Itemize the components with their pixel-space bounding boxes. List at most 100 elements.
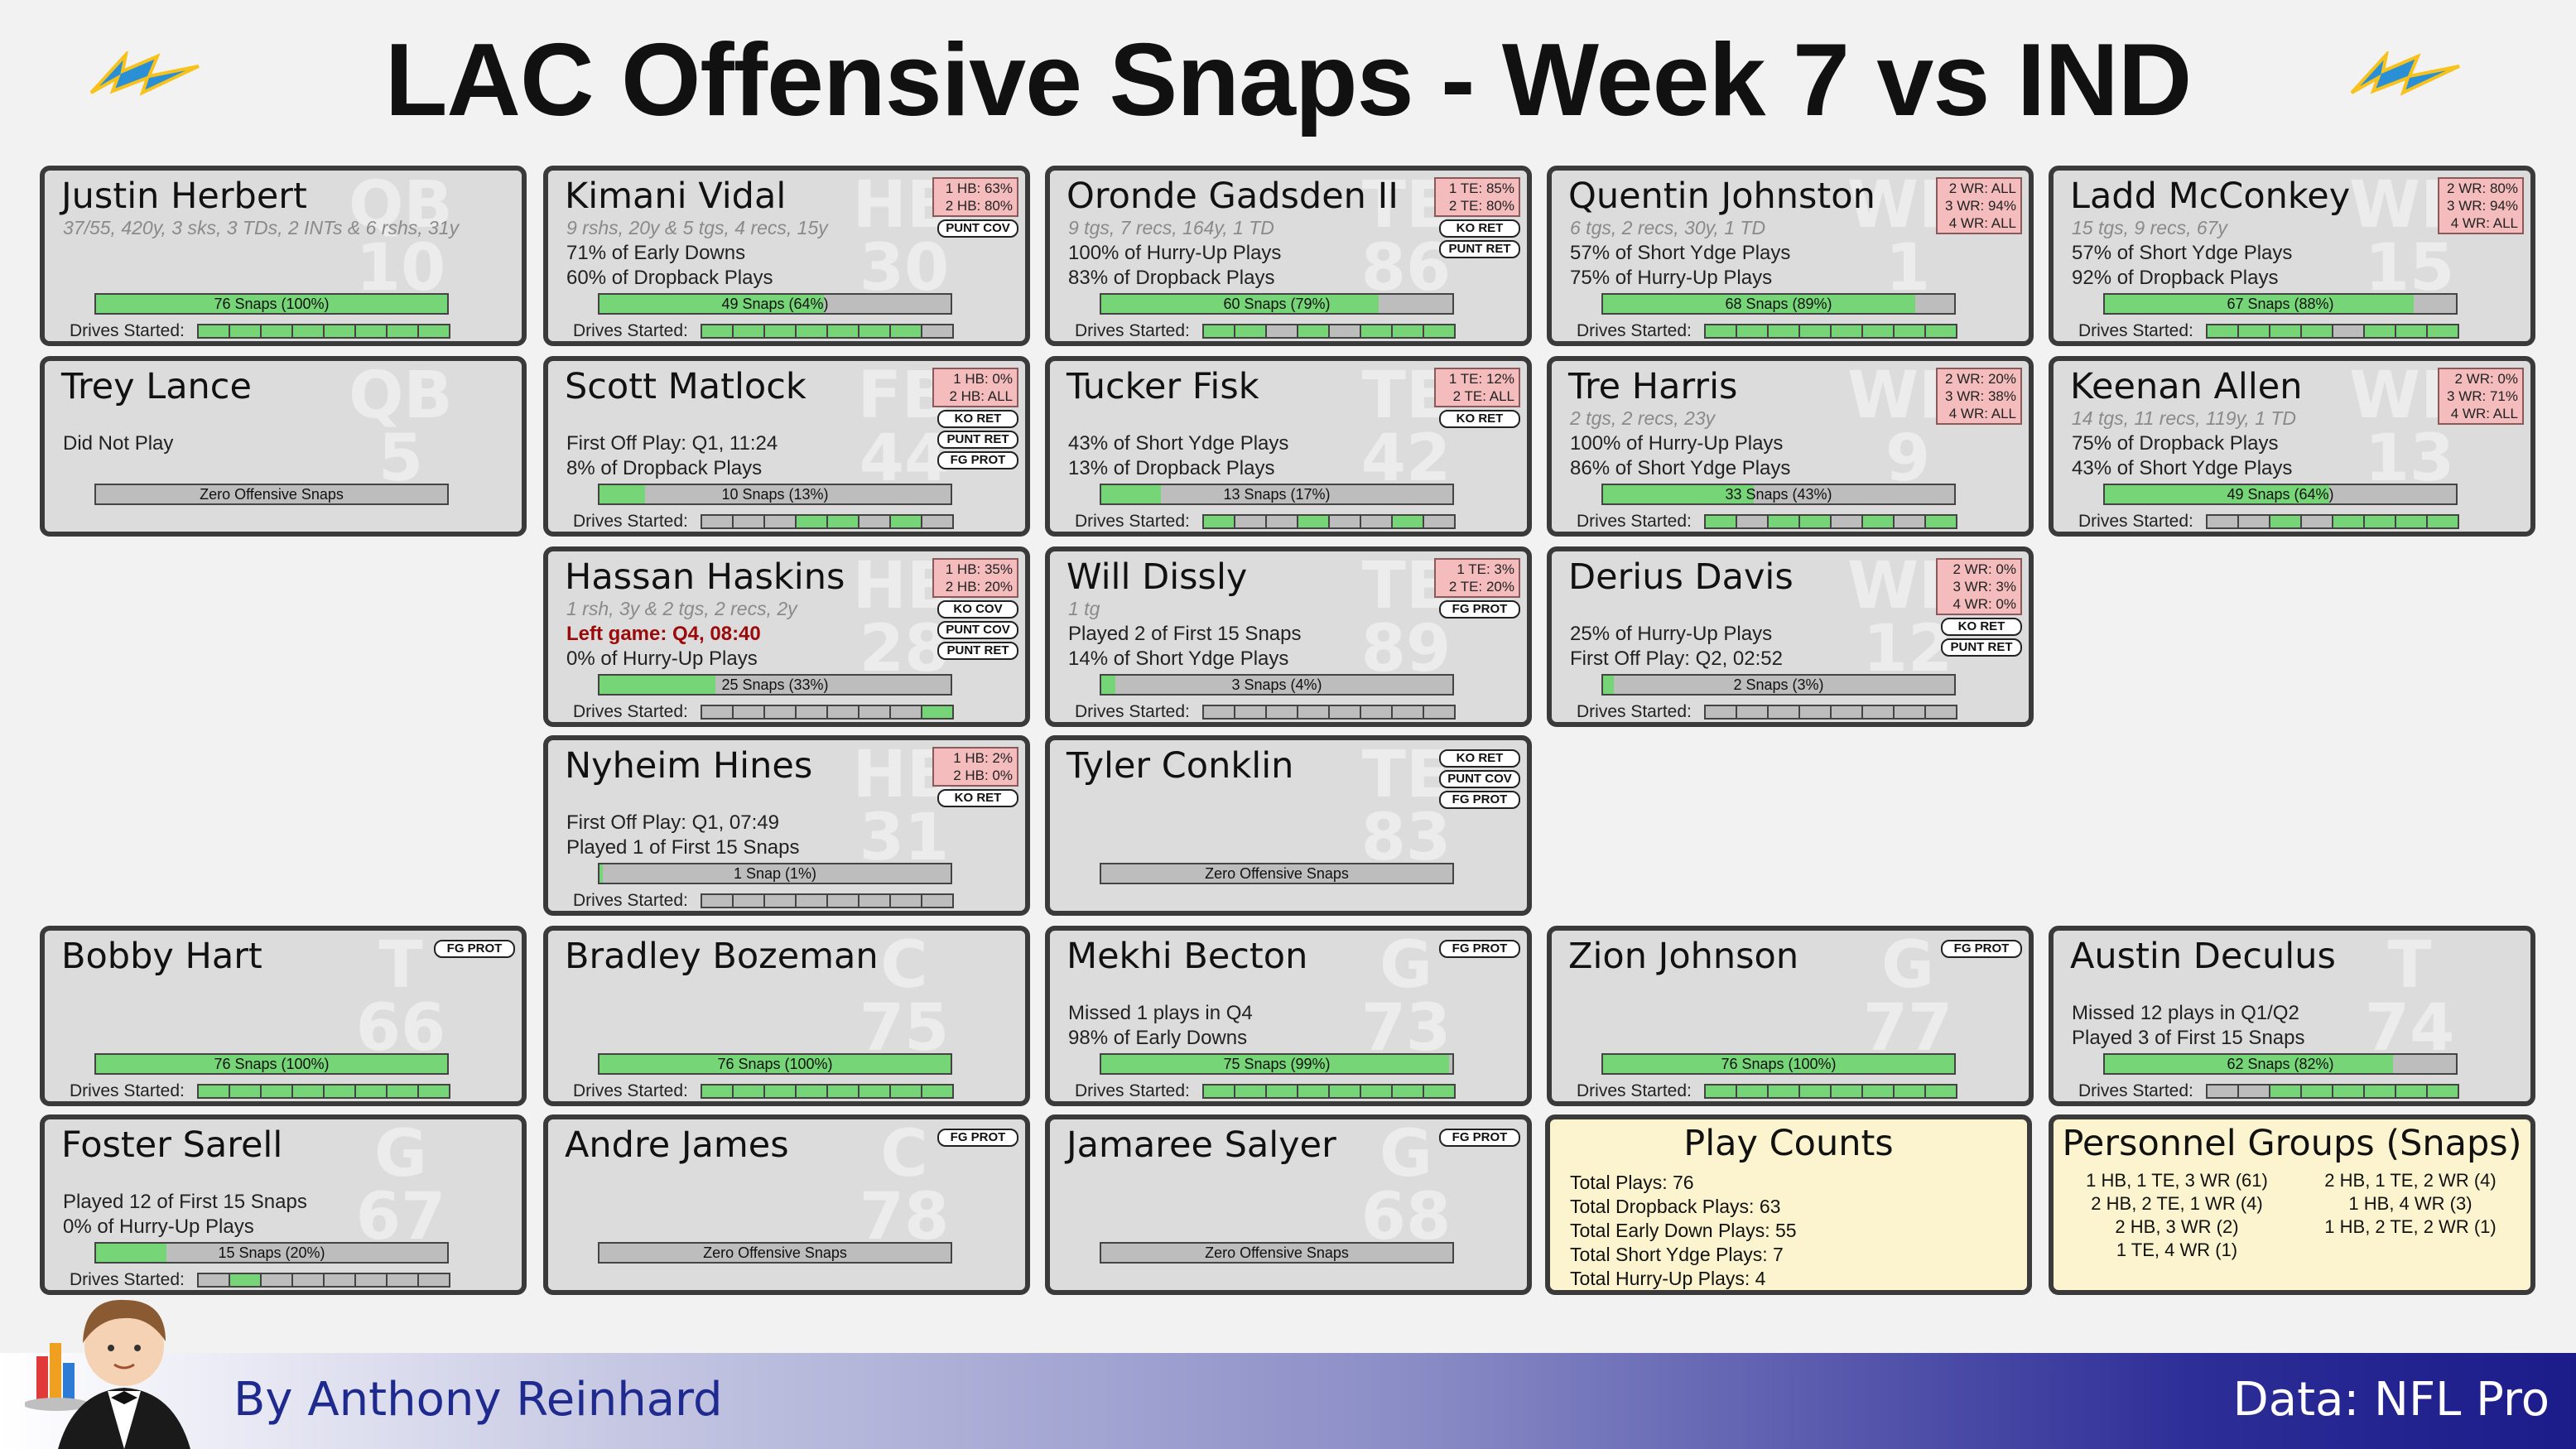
- snap-bar: 3 Snaps (4%): [1100, 674, 1454, 696]
- drive-segment: [828, 706, 859, 718]
- drive-segment: [2239, 516, 2270, 527]
- player-card: WR 13 Keenan Allen 14 tgs, 11 recs, 119y, 1…: [2049, 356, 2535, 537]
- position-share-box: 1 HB: 0% 2 HB: ALL: [932, 368, 1018, 407]
- drive-segment: [262, 1274, 293, 1286]
- snap-label: 2 Snaps (3%): [1733, 676, 1824, 693]
- snap-label: 75 Snaps (99%): [1223, 1056, 1331, 1072]
- drive-segment: [1832, 1086, 1863, 1097]
- special-teams-tag: KO RET: [1439, 749, 1520, 768]
- drive-segment: [1800, 516, 1832, 527]
- drive-segment: [2396, 1086, 2428, 1097]
- player-name: Derius Davis: [1568, 556, 1794, 598]
- drive-segment: [734, 516, 765, 527]
- snap-bar-fill: [1603, 1055, 1954, 1073]
- special-teams-tag: KO RET: [1439, 219, 1520, 238]
- snap-bar-fill: [1603, 295, 1916, 313]
- player-note: 25% of Hurry-Up Plays: [1570, 623, 1773, 645]
- drive-segment: [702, 1086, 734, 1097]
- drive-segment: [1330, 1086, 1361, 1097]
- snap-label: 76 Snaps (100%): [717, 1056, 833, 1072]
- position-watermark: T 74: [2364, 928, 2455, 1066]
- player-note: 0% of Hurry-Up Plays: [63, 1216, 254, 1238]
- drive-segment: [356, 1274, 388, 1286]
- position-share-box: 1 TE: 12% 2 TE: ALL: [1434, 368, 1520, 407]
- special-teams-tag: FG PROT: [1439, 791, 1520, 809]
- drive-segment: [891, 706, 922, 718]
- personnel-groups-card: Personnel Groups (Snaps) 1 HB, 1 TE, 3 W…: [2049, 1114, 2535, 1295]
- snap-bar: 67 Snaps (88%): [2103, 293, 2458, 315]
- drive-segment: [734, 1086, 765, 1097]
- drive-segment: [922, 325, 952, 337]
- snap-bar: 49 Snaps (64%): [598, 293, 952, 315]
- drive-segment: [293, 325, 325, 337]
- player-card: WR 1 Quentin Johnston 6 tgs, 2 recs, 30y, 1…: [1547, 166, 2034, 346]
- drive-segment: [922, 1086, 952, 1097]
- special-teams-tag: PUNT RET: [1439, 240, 1520, 258]
- position-watermark: QB 5: [349, 359, 453, 496]
- drive-segment: [1298, 1086, 1330, 1097]
- snap-bar: 76 Snaps (100%): [598, 1053, 952, 1075]
- drive-segment: [230, 325, 262, 337]
- snap-bar: 1 Snap (1%): [598, 863, 952, 884]
- drive-segment: [1298, 516, 1330, 527]
- drive-segment: [1235, 1086, 1267, 1097]
- player-name: Quentin Johnston: [1568, 176, 1875, 217]
- special-teams-tag: KO RET: [1439, 410, 1520, 428]
- position-watermark: QB 10: [349, 168, 453, 306]
- drives-started-label: Drives Started:: [70, 1081, 185, 1100]
- position-watermark: C 75: [859, 928, 950, 1066]
- drive-segment: [1204, 516, 1235, 527]
- drive-segment: [2270, 516, 2302, 527]
- drive-segment: [2428, 325, 2458, 337]
- position-share: 3 WR: 94%: [2447, 198, 2518, 214]
- snap-bar-fill: [96, 1244, 166, 1262]
- drive-segment: [199, 1274, 230, 1286]
- position-share: 1 TE: 85%: [1448, 181, 1514, 196]
- drive-segment: [1706, 706, 1737, 718]
- position-share: 2 TE: 80%: [1448, 198, 1514, 214]
- drive-segment: [2208, 325, 2239, 337]
- drive-segment: [702, 516, 734, 527]
- drive-segment: [1832, 325, 1863, 337]
- drives-started-label: Drives Started:: [1075, 321, 1190, 340]
- drives-started-label: Drives Started:: [1577, 512, 1692, 531]
- snap-bar: 76 Snaps (100%): [94, 1053, 449, 1075]
- drive-segment: [797, 516, 828, 527]
- drive-segment: [1204, 325, 1235, 337]
- snap-bar-fill: [1603, 485, 1755, 503]
- player-card: HB 28 Hassan Haskins 1 rsh, 3y & 2 tgs, 2 r…: [543, 546, 1030, 727]
- snap-bar-fill: [2105, 485, 2330, 503]
- player-note: 98% of Early Downs: [1068, 1027, 1248, 1049]
- role-tags: 1 HB: 0% 2 HB: ALL KO RET PUNT RET FG PROT: [919, 368, 1018, 469]
- play-count-item: Total Early Down Plays: 55: [1570, 1220, 1797, 1241]
- player-note: 71% of Early Downs: [566, 242, 746, 264]
- drive-segment: [1235, 516, 1267, 527]
- position-share: 4 WR: ALL: [2450, 406, 2518, 421]
- snap-bar: Zero Offensive Snaps: [1100, 1242, 1454, 1264]
- drive-segment: [765, 516, 797, 527]
- drive-segment: [1769, 706, 1800, 718]
- position-share: 4 WR: 0%: [1952, 596, 2016, 612]
- position-share: 3 WR: 94%: [1945, 198, 2016, 214]
- player-note: Did Not Play: [63, 432, 174, 455]
- special-teams-tag: FG PROT: [1941, 940, 2022, 958]
- player-stat-line: 15 tgs, 9 recs, 67y: [2072, 217, 2227, 238]
- player-note: 13% of Dropback Plays: [1068, 457, 1275, 479]
- drives-started-bar: [197, 1273, 450, 1288]
- drives-started-label: Drives Started:: [573, 891, 688, 910]
- player-note: 100% of Hurry-Up Plays: [1570, 432, 1784, 455]
- drive-segment: [702, 325, 734, 337]
- position-share: 1 HB: 63%: [945, 181, 1013, 196]
- drive-segment: [1706, 516, 1737, 527]
- drives-started-bar: [2206, 514, 2459, 529]
- drives-started-label: Drives Started:: [1577, 321, 1692, 340]
- drives-started-bar: [2206, 1084, 2459, 1099]
- drive-segment: [1204, 1086, 1235, 1097]
- position-share: 2 HB: ALL: [949, 388, 1013, 404]
- drive-segment: [859, 516, 891, 527]
- snap-label: 76 Snaps (100%): [214, 296, 330, 312]
- snap-label: 1 Snap (1%): [733, 865, 817, 882]
- role-tags: 2 WR: 20% 3 WR: 38% 4 WR: ALL: [1923, 368, 2022, 425]
- drives-started-label: Drives Started:: [70, 321, 185, 340]
- player-note: Played 3 of First 15 Snaps: [2072, 1027, 2305, 1049]
